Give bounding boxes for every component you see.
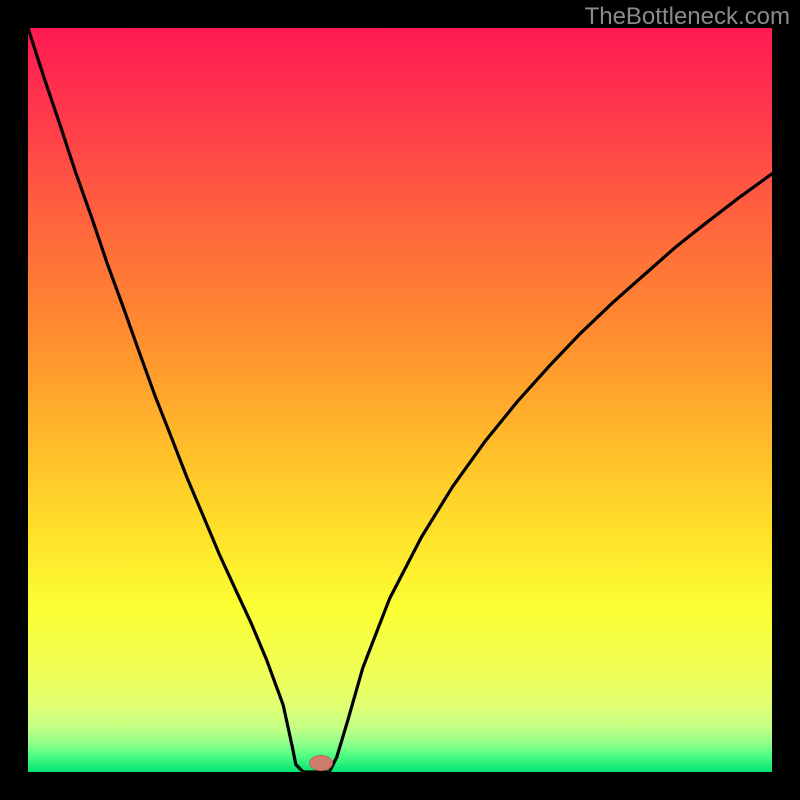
chart-frame: TheBottleneck.com [0,0,800,800]
plot-area [28,28,772,772]
curve-path [28,28,772,772]
watermark-text: TheBottleneck.com [585,3,790,31]
bottleneck-curve [28,28,772,772]
